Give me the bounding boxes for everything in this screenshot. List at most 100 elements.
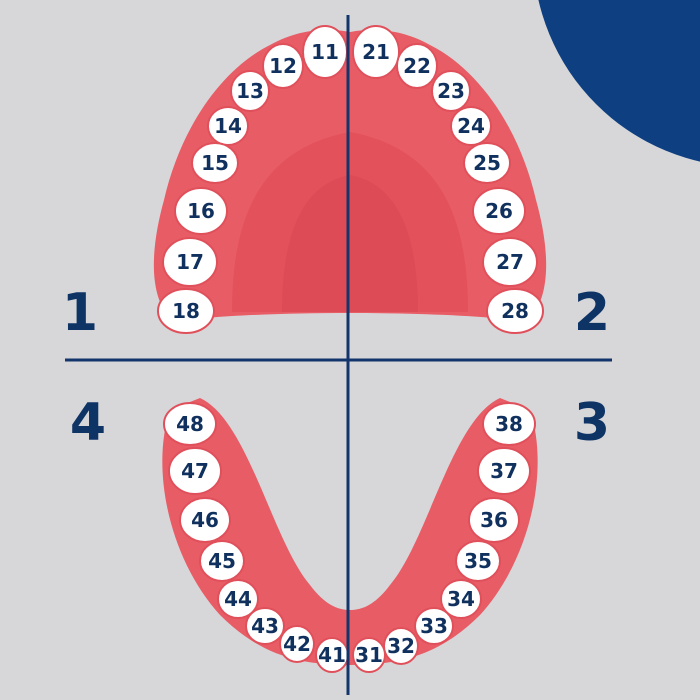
tooth-34-label: 34 xyxy=(447,587,475,611)
tooth-38-shape xyxy=(482,402,536,446)
tooth-43-shape xyxy=(245,607,285,645)
quadrant-label-2: 2 xyxy=(574,283,610,343)
tooth-48-label: 48 xyxy=(176,412,204,436)
tooth-46-label: 46 xyxy=(191,508,219,532)
tooth-24: 24 xyxy=(450,106,492,146)
upper-palate-inner xyxy=(282,175,418,312)
tooth-34: 34 xyxy=(440,579,482,619)
tooth-21-label: 21 xyxy=(362,40,390,64)
tooth-17: 17 xyxy=(162,237,218,287)
tooth-37-label: 37 xyxy=(490,459,518,483)
tooth-24-shape xyxy=(450,106,492,146)
tooth-34-shape xyxy=(440,579,482,619)
tooth-22-label: 22 xyxy=(403,54,431,78)
tooth-12: 12 xyxy=(262,43,304,89)
tooth-24-label: 24 xyxy=(457,114,485,138)
tooth-26-label: 26 xyxy=(485,199,513,223)
tooth-16-label: 16 xyxy=(187,199,215,223)
tooth-48-shape xyxy=(163,402,217,446)
tooth-33-shape xyxy=(414,607,454,645)
tooth-45-label: 45 xyxy=(208,549,236,573)
tooth-23-shape xyxy=(431,70,471,112)
tooth-14-label: 14 xyxy=(214,114,242,138)
tooth-16: 16 xyxy=(174,187,228,235)
tooth-36-label: 36 xyxy=(480,508,508,532)
tooth-14-shape xyxy=(207,106,249,146)
quadrant-label-3: 3 xyxy=(574,393,610,453)
tooth-17-shape xyxy=(162,237,218,287)
tooth-13: 13 xyxy=(230,70,270,112)
tooth-27-shape xyxy=(482,237,538,287)
tooth-32: 32 xyxy=(383,627,419,665)
tooth-44: 44 xyxy=(217,579,259,619)
corner-decoration xyxy=(538,0,700,162)
tooth-42-label: 42 xyxy=(283,632,311,656)
tooth-33: 33 xyxy=(414,607,454,645)
tooth-16-shape xyxy=(174,187,228,235)
tooth-28-shape xyxy=(486,288,544,334)
tooth-13-shape xyxy=(230,70,270,112)
tooth-25-shape xyxy=(463,142,511,184)
tooth-47-shape xyxy=(168,447,222,495)
tooth-32-shape xyxy=(383,627,419,665)
tooth-38: 38 xyxy=(482,402,536,446)
tooth-11: 11 xyxy=(302,25,348,79)
tooth-46-shape xyxy=(179,497,231,543)
tooth-47: 47 xyxy=(168,447,222,495)
tooth-35: 35 xyxy=(455,540,501,582)
tooth-31-shape xyxy=(352,637,386,673)
tooth-31: 31 xyxy=(352,637,386,673)
tooth-36-shape xyxy=(468,497,520,543)
tooth-46: 46 xyxy=(179,497,231,543)
tooth-37: 37 xyxy=(477,447,531,495)
tooth-43: 43 xyxy=(245,607,285,645)
tooth-23-label: 23 xyxy=(437,79,465,103)
tooth-41: 41 xyxy=(315,637,349,673)
tooth-37-shape xyxy=(477,447,531,495)
tooth-11-label: 11 xyxy=(311,40,339,64)
tooth-15: 15 xyxy=(191,142,239,184)
tooth-28-label: 28 xyxy=(501,299,529,323)
tooth-45-shape xyxy=(199,540,245,582)
tooth-43-label: 43 xyxy=(251,614,279,638)
tooth-38-label: 38 xyxy=(495,412,523,436)
tooth-48: 48 xyxy=(163,402,217,446)
tooth-44-shape xyxy=(217,579,259,619)
tooth-33-label: 33 xyxy=(420,614,448,638)
tooth-36: 36 xyxy=(468,497,520,543)
tooth-23: 23 xyxy=(431,70,471,112)
tooth-44-label: 44 xyxy=(224,587,252,611)
quadrant-label-4: 4 xyxy=(70,393,106,453)
tooth-18: 18 xyxy=(157,288,215,334)
tooth-27-label: 27 xyxy=(496,250,524,274)
tooth-12-shape xyxy=(262,43,304,89)
tooth-27: 27 xyxy=(482,237,538,287)
tooth-22: 22 xyxy=(396,43,438,89)
tooth-25-label: 25 xyxy=(473,151,501,175)
tooth-14: 14 xyxy=(207,106,249,146)
tooth-35-label: 35 xyxy=(464,549,492,573)
tooth-31-label: 31 xyxy=(355,643,383,667)
tooth-47-label: 47 xyxy=(181,459,209,483)
tooth-22-shape xyxy=(396,43,438,89)
tooth-41-label: 41 xyxy=(318,643,346,667)
tooth-45: 45 xyxy=(199,540,245,582)
tooth-35-shape xyxy=(455,540,501,582)
tooth-25: 25 xyxy=(463,142,511,184)
tooth-12-label: 12 xyxy=(269,54,297,78)
tooth-15-shape xyxy=(191,142,239,184)
tooth-42: 42 xyxy=(279,625,315,663)
tooth-42-shape xyxy=(279,625,315,663)
tooth-32-label: 32 xyxy=(387,634,415,658)
tooth-21-shape xyxy=(352,25,400,79)
tooth-26-shape xyxy=(472,187,526,235)
tooth-28: 28 xyxy=(486,288,544,334)
tooth-15-label: 15 xyxy=(201,151,229,175)
tooth-18-shape xyxy=(157,288,215,334)
tooth-18-label: 18 xyxy=(172,299,200,323)
